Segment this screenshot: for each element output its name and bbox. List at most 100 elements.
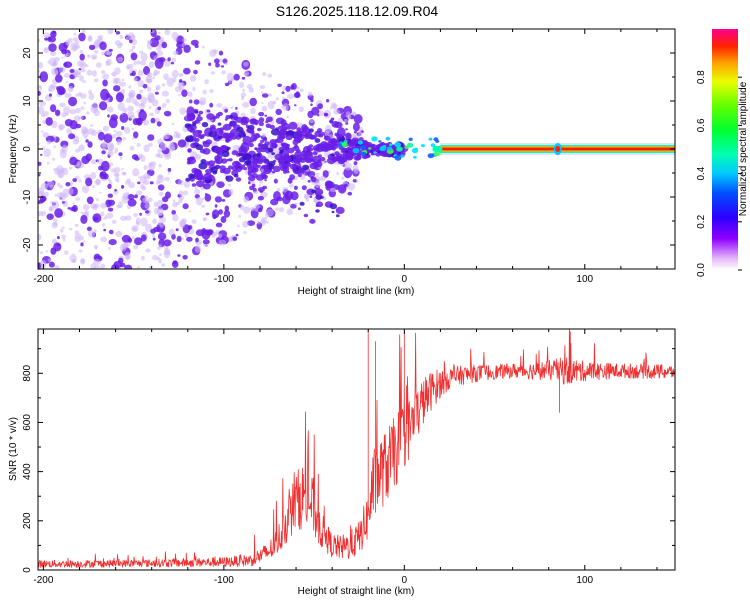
- spectrogram-cell: [155, 87, 159, 91]
- spectrogram-cell: [161, 90, 169, 97]
- spectrogram-cell: [160, 229, 165, 232]
- spectrogram-cell: [68, 133, 76, 140]
- spectrogram-cell: [299, 201, 305, 206]
- spectrogram-cell: [248, 142, 254, 148]
- spectrogram-cell: [108, 229, 114, 235]
- spectrogram-cell: [52, 218, 58, 222]
- spectrogram-cell: [192, 86, 196, 91]
- spectrogram-cell: [72, 139, 80, 145]
- spectrogram-cell: [143, 144, 150, 153]
- snr-frame: [37, 328, 676, 571]
- spectrogram-cell: [114, 188, 117, 192]
- spectrogram-cell: [201, 121, 209, 128]
- spectrogram-cell: [315, 147, 319, 151]
- spectrogram-hot-cell: [421, 144, 425, 148]
- spectrogram-cell: [50, 30, 57, 38]
- spectrogram-cell: [167, 57, 171, 62]
- spectrogram-cell: [147, 72, 151, 76]
- spectrogram-cell: [249, 97, 257, 107]
- spectrogram-cell: [121, 234, 131, 243]
- spectrogram-cell: [209, 102, 214, 108]
- spectrogram-cell: [245, 160, 252, 165]
- spectrogram-cell: [137, 69, 144, 77]
- spectrogram-cell: [48, 43, 57, 52]
- spectrogram-cell: [133, 244, 139, 250]
- spectrogram-cell: [294, 104, 297, 107]
- spectrogram-cell: [225, 114, 231, 120]
- colorbar-label: Normalized spectral amplitude: [738, 81, 749, 216]
- spectrogram-cell: [146, 39, 153, 45]
- spectrogram-cell: [51, 222, 58, 229]
- spectrogram-cell: [101, 143, 107, 148]
- spectrogram-cell: [300, 88, 304, 93]
- spectrogram-cell: [202, 148, 211, 155]
- spectrogram-cell: [344, 156, 349, 160]
- spectrogram-cell: [78, 144, 85, 152]
- spectrogram-cell: [224, 205, 230, 212]
- spectrogram-cell: [149, 112, 154, 117]
- spectrogram-cell: [145, 78, 150, 83]
- spectrogram-cell: [156, 121, 162, 127]
- spectrogram-cell: [94, 179, 101, 186]
- spectrogram-cell: [177, 179, 184, 186]
- spectrogram-cell: [103, 133, 113, 143]
- spectrogram-cell: [202, 89, 207, 95]
- spectrogram-hot-cell: [400, 154, 405, 158]
- spectrogram-cell: [108, 48, 113, 52]
- spectrogram-cell: [121, 113, 124, 115]
- spectrogram-cell: [230, 77, 235, 82]
- spectrogram-cell: [73, 115, 81, 122]
- spectrogram-cell: [136, 143, 141, 147]
- spectrogram-cell: [235, 161, 240, 166]
- spectrogram-cell: [151, 233, 155, 238]
- spectrogram-cell: [121, 78, 125, 82]
- spectrogram-cell: [281, 91, 285, 94]
- spectrogram-cell: [132, 137, 135, 140]
- spectrogram-cell: [274, 153, 284, 161]
- spectrogram-cell: [51, 200, 60, 209]
- spectrogram-x-tick-label: -100: [214, 274, 234, 285]
- spectrogram-cell: [65, 81, 68, 83]
- spectrogram-cell: [309, 147, 314, 152]
- spectrogram-cell: [140, 234, 147, 242]
- spectrogram-cell: [267, 73, 273, 78]
- spectrogram-x-ticks: -200 -100 0 100: [33, 29, 658, 285]
- spectrogram-cell: [153, 201, 158, 208]
- spectrogram-cell: [202, 141, 210, 148]
- spectrogram-cell: [93, 50, 99, 54]
- spectrogram-cell: [172, 213, 179, 222]
- spectrogram-cell: [269, 142, 278, 149]
- spectrogram-cell: [152, 237, 156, 241]
- spectrogram-hot-cell: [435, 139, 440, 143]
- spectrogram-cell: [276, 179, 280, 182]
- spectrogram-cell: [124, 264, 133, 269]
- spectrogram-cell: [78, 179, 82, 183]
- spectrogram-cell: [103, 228, 107, 232]
- spectrogram-cell: [242, 220, 249, 228]
- spectrogram-cell: [70, 206, 77, 212]
- spectrogram-cell: [113, 171, 120, 177]
- spectrogram-cell: [70, 42, 78, 52]
- spectrogram-cell: [177, 94, 181, 97]
- spectrogram-cell: [150, 228, 156, 234]
- spectrogram-cell: [43, 32, 50, 38]
- spectrogram-cell: [126, 65, 131, 70]
- spectrogram-cell: [101, 70, 106, 74]
- spectrogram-cell: [310, 103, 313, 106]
- spectrogram-cell: [230, 106, 234, 109]
- spectrogram-cell: [75, 148, 81, 153]
- spectrogram-cell: [210, 71, 215, 75]
- spectrogram-cell: [258, 111, 265, 117]
- spectrogram-cell: [206, 113, 215, 120]
- spectrogram-cell: [286, 208, 294, 216]
- spectrogram-cell: [358, 131, 363, 137]
- spectrogram-cell: [175, 201, 181, 206]
- spectrogram-cell: [217, 122, 222, 126]
- spectrogram-cell: [138, 103, 146, 109]
- spectrogram-cell: [264, 141, 270, 146]
- spectrogram-cell: [121, 126, 125, 130]
- spectrogram-cell: [158, 191, 164, 197]
- spectrogram-cell: [113, 85, 121, 92]
- spectrogram-cell: [284, 190, 294, 201]
- spectrogram-cell: [45, 117, 53, 126]
